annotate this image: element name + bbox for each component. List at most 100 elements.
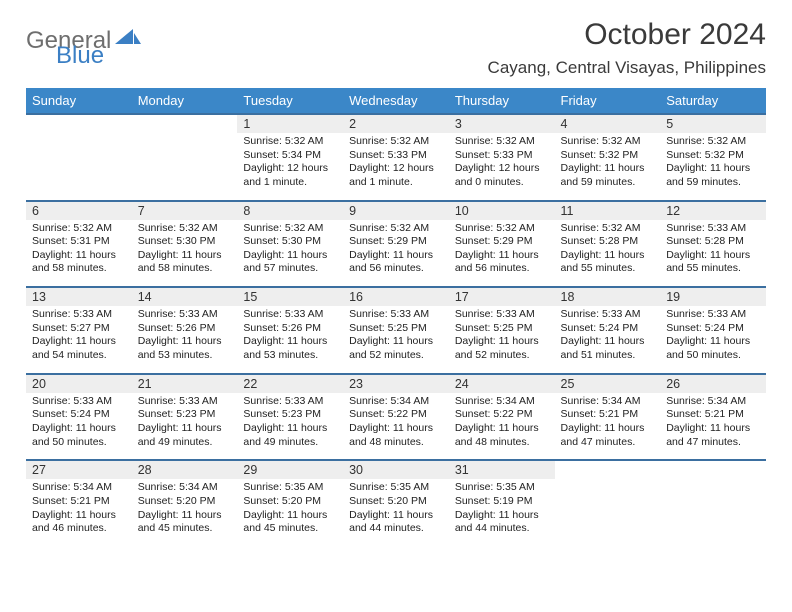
day-number: 22	[243, 377, 257, 391]
day-body-cell: Sunrise: 5:32 AMSunset: 5:30 PMDaylight:…	[132, 220, 238, 288]
daylight-text: Daylight: 11 hours and 53 minutes.	[138, 335, 232, 362]
day-number-cell: 26	[660, 374, 766, 393]
day-number-cell: 21	[132, 374, 238, 393]
sunrise-text: Sunrise: 5:33 AM	[561, 308, 655, 322]
day-header: Friday	[555, 88, 661, 114]
day-body-row: Sunrise: 5:33 AMSunset: 5:27 PMDaylight:…	[26, 306, 766, 374]
daylight-text: Daylight: 11 hours and 50 minutes.	[32, 422, 126, 449]
day-body-cell: Sunrise: 5:33 AMSunset: 5:23 PMDaylight:…	[132, 393, 238, 461]
daylight-text: Daylight: 11 hours and 47 minutes.	[666, 422, 760, 449]
daylight-text: Daylight: 11 hours and 56 minutes.	[455, 249, 549, 276]
sunrise-text: Sunrise: 5:35 AM	[455, 481, 549, 495]
day-number-cell	[26, 114, 132, 133]
day-number: 10	[455, 204, 469, 218]
daylight-text: Daylight: 11 hours and 45 minutes.	[243, 509, 337, 536]
sunrise-text: Sunrise: 5:32 AM	[243, 135, 337, 149]
day-number-cell: 24	[449, 374, 555, 393]
sunset-text: Sunset: 5:30 PM	[243, 235, 337, 249]
sunset-text: Sunset: 5:31 PM	[32, 235, 126, 249]
location-subtitle: Cayang, Central Visayas, Philippines	[488, 58, 766, 78]
sunset-text: Sunset: 5:34 PM	[243, 149, 337, 163]
day-number: 11	[561, 204, 574, 218]
day-number: 15	[243, 290, 257, 304]
sunrise-text: Sunrise: 5:34 AM	[561, 395, 655, 409]
sunset-text: Sunset: 5:23 PM	[243, 408, 337, 422]
sunset-text: Sunset: 5:30 PM	[138, 235, 232, 249]
day-body-cell: Sunrise: 5:32 AMSunset: 5:33 PMDaylight:…	[449, 133, 555, 201]
sunset-text: Sunset: 5:32 PM	[561, 149, 655, 163]
day-number-cell: 25	[555, 374, 661, 393]
day-number: 27	[32, 463, 46, 477]
day-header: Wednesday	[343, 88, 449, 114]
sunset-text: Sunset: 5:26 PM	[243, 322, 337, 336]
day-number: 21	[138, 377, 152, 391]
day-body-cell: Sunrise: 5:32 AMSunset: 5:34 PMDaylight:…	[237, 133, 343, 201]
sunrise-text: Sunrise: 5:32 AM	[349, 135, 443, 149]
daylight-text: Daylight: 11 hours and 55 minutes.	[561, 249, 655, 276]
day-number: 2	[349, 117, 356, 131]
sunrise-text: Sunrise: 5:34 AM	[666, 395, 760, 409]
day-number-cell: 1	[237, 114, 343, 133]
sunset-text: Sunset: 5:24 PM	[32, 408, 126, 422]
logo: General Blue	[26, 18, 141, 64]
sunset-text: Sunset: 5:23 PM	[138, 408, 232, 422]
logo-sail-icon	[115, 29, 141, 52]
sunrise-text: Sunrise: 5:33 AM	[455, 308, 549, 322]
day-body-cell: Sunrise: 5:33 AMSunset: 5:28 PMDaylight:…	[660, 220, 766, 288]
sunrise-text: Sunrise: 5:33 AM	[243, 395, 337, 409]
day-number-cell: 15	[237, 287, 343, 306]
sunset-text: Sunset: 5:20 PM	[349, 495, 443, 509]
day-number-cell: 11	[555, 201, 661, 220]
day-number: 30	[349, 463, 363, 477]
day-number: 19	[666, 290, 680, 304]
day-header-row: Sunday Monday Tuesday Wednesday Thursday…	[26, 88, 766, 114]
day-number-cell: 10	[449, 201, 555, 220]
day-body-cell	[26, 133, 132, 201]
day-number-cell: 31	[449, 460, 555, 479]
daylight-text: Daylight: 11 hours and 50 minutes.	[666, 335, 760, 362]
day-number-row: 20212223242526	[26, 374, 766, 393]
day-number-cell: 4	[555, 114, 661, 133]
daylight-text: Daylight: 11 hours and 44 minutes.	[349, 509, 443, 536]
day-number-cell: 29	[237, 460, 343, 479]
daylight-text: Daylight: 11 hours and 48 minutes.	[349, 422, 443, 449]
sunrise-text: Sunrise: 5:33 AM	[666, 308, 760, 322]
day-body-cell: Sunrise: 5:33 AMSunset: 5:27 PMDaylight:…	[26, 306, 132, 374]
daylight-text: Daylight: 12 hours and 1 minute.	[349, 162, 443, 189]
sunrise-text: Sunrise: 5:32 AM	[455, 135, 549, 149]
day-number-row: 2728293031	[26, 460, 766, 479]
day-body-cell: Sunrise: 5:33 AMSunset: 5:23 PMDaylight:…	[237, 393, 343, 461]
daylight-text: Daylight: 11 hours and 49 minutes.	[138, 422, 232, 449]
day-number: 29	[243, 463, 257, 477]
sunrise-text: Sunrise: 5:33 AM	[666, 222, 760, 236]
day-body-cell: Sunrise: 5:34 AMSunset: 5:22 PMDaylight:…	[449, 393, 555, 461]
day-number-cell: 14	[132, 287, 238, 306]
day-number-cell: 16	[343, 287, 449, 306]
title-block: October 2024 Cayang, Central Visayas, Ph…	[488, 18, 766, 78]
day-number-cell: 30	[343, 460, 449, 479]
day-body-cell: Sunrise: 5:33 AMSunset: 5:24 PMDaylight:…	[555, 306, 661, 374]
sunset-text: Sunset: 5:22 PM	[349, 408, 443, 422]
sunset-text: Sunset: 5:21 PM	[561, 408, 655, 422]
daylight-text: Daylight: 12 hours and 1 minute.	[243, 162, 337, 189]
day-number: 24	[455, 377, 469, 391]
day-number: 1	[243, 117, 250, 131]
day-body-cell: Sunrise: 5:35 AMSunset: 5:20 PMDaylight:…	[237, 479, 343, 546]
sunset-text: Sunset: 5:29 PM	[349, 235, 443, 249]
day-number-cell: 20	[26, 374, 132, 393]
daylight-text: Daylight: 11 hours and 46 minutes.	[32, 509, 126, 536]
sunrise-text: Sunrise: 5:32 AM	[455, 222, 549, 236]
sunset-text: Sunset: 5:21 PM	[32, 495, 126, 509]
day-number-cell: 2	[343, 114, 449, 133]
sunrise-text: Sunrise: 5:32 AM	[666, 135, 760, 149]
daylight-text: Daylight: 11 hours and 44 minutes.	[455, 509, 549, 536]
day-number: 25	[561, 377, 575, 391]
day-number: 20	[32, 377, 46, 391]
day-body-cell: Sunrise: 5:35 AMSunset: 5:20 PMDaylight:…	[343, 479, 449, 546]
sunrise-text: Sunrise: 5:34 AM	[32, 481, 126, 495]
day-body-cell: Sunrise: 5:35 AMSunset: 5:19 PMDaylight:…	[449, 479, 555, 546]
day-body-cell: Sunrise: 5:32 AMSunset: 5:32 PMDaylight:…	[555, 133, 661, 201]
day-number-row: 13141516171819	[26, 287, 766, 306]
day-number-cell	[660, 460, 766, 479]
sunset-text: Sunset: 5:19 PM	[455, 495, 549, 509]
